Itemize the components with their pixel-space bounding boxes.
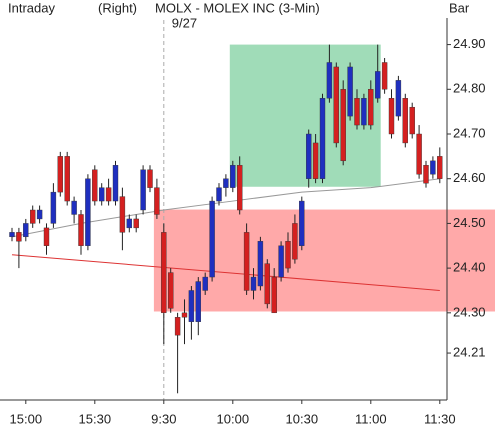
candle-body — [423, 165, 429, 184]
candle-body — [85, 178, 91, 246]
candle-body — [112, 165, 119, 202]
candle-body — [105, 187, 112, 202]
candle-body — [347, 66, 353, 117]
candle-body — [209, 200, 215, 278]
candle-body — [188, 290, 195, 322]
candle-body — [340, 89, 346, 162]
candle-body — [361, 98, 367, 126]
candle-body — [174, 317, 181, 336]
candle-body — [223, 178, 229, 188]
candle-body — [154, 187, 160, 215]
candle-body — [299, 200, 305, 246]
y-tick-label: 24.30 — [453, 304, 486, 319]
zone — [153, 209, 495, 312]
candle-body — [257, 241, 264, 287]
candle-body — [216, 187, 222, 202]
candle-body — [23, 223, 29, 238]
candle-body — [202, 276, 208, 291]
candle-body — [126, 218, 133, 229]
candle-body — [388, 98, 395, 135]
candle-body — [92, 169, 98, 202]
candle-body — [326, 62, 333, 99]
candle-body — [292, 223, 298, 260]
candle-body — [230, 165, 236, 188]
x-tick-label: 9:30 — [151, 411, 176, 426]
candle-body — [147, 169, 153, 188]
y-tick-label: 24.50 — [453, 215, 486, 230]
candle-body — [430, 160, 436, 175]
header-title: MOLX - MOLEX INC (3-Min) — [155, 0, 320, 15]
overlay-line — [11, 254, 440, 291]
candle-body — [278, 245, 284, 278]
candle-body — [16, 232, 22, 242]
candle-body — [119, 196, 126, 233]
candle-body — [161, 232, 167, 314]
candle-body — [354, 98, 360, 126]
header-mode: (Right) — [98, 0, 137, 15]
candle-body — [9, 232, 15, 238]
header-label: Intraday — [8, 0, 55, 15]
candle-body — [243, 232, 250, 291]
candle-body — [133, 218, 139, 229]
candle-body — [30, 209, 36, 224]
candle-body — [98, 187, 105, 202]
candle-body — [181, 312, 188, 318]
candle-body — [36, 209, 43, 220]
candle-body — [409, 106, 415, 135]
candle-body — [319, 98, 326, 179]
y-tick-label: 24.80 — [453, 81, 486, 96]
x-tick-label: 15:00 — [10, 411, 43, 426]
candle-body — [416, 133, 422, 175]
x-tick-label: 15:30 — [79, 411, 112, 426]
candle-body — [333, 66, 339, 144]
candle-body — [306, 133, 312, 179]
candle-body — [43, 227, 50, 246]
y-tick-label: 24.21 — [453, 344, 486, 359]
candle-body — [375, 71, 381, 99]
x-tick-label: 11:30 — [424, 411, 456, 426]
candle-body — [271, 276, 277, 314]
date-label: 9/27 — [172, 15, 197, 30]
y-tick-label: 24.70 — [453, 125, 486, 140]
candle-body — [167, 272, 174, 309]
y-tick-label: 24.90 — [453, 36, 486, 51]
candle-body — [381, 62, 388, 90]
candle-body — [402, 98, 408, 144]
candle-body — [312, 142, 319, 179]
y-tick-label: 24.40 — [453, 260, 486, 275]
candle-body — [437, 156, 443, 179]
y-tick-label: 24.60 — [453, 170, 486, 185]
x-tick-label: 10:00 — [217, 411, 250, 426]
candle-body — [285, 241, 291, 269]
candle-body — [50, 191, 57, 224]
candle-body — [264, 263, 270, 305]
candle-body — [368, 89, 374, 126]
candle-body — [57, 156, 63, 193]
candle-body — [250, 276, 257, 291]
x-tick-label: 11:00 — [355, 411, 387, 426]
x-tick-label: 10:30 — [286, 411, 319, 426]
candle-body — [236, 165, 243, 211]
candle-body — [140, 169, 146, 211]
candle-body — [395, 80, 402, 117]
candle-body — [71, 200, 77, 215]
candle-body — [78, 214, 84, 246]
header-right: Bar — [449, 0, 470, 15]
candle-body — [64, 156, 70, 202]
candle-body — [195, 281, 202, 322]
